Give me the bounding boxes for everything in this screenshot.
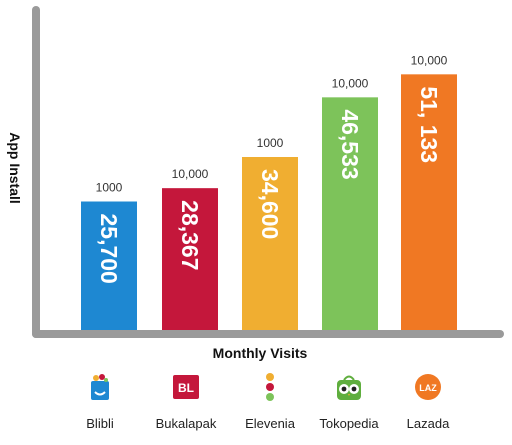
x-axis-title: Monthly Visits bbox=[212, 345, 308, 361]
logo-label-elevenia: Elevenia bbox=[245, 416, 295, 431]
bar-top-label: 10,000 bbox=[332, 76, 369, 90]
bar-top-label: 1000 bbox=[96, 181, 123, 195]
y-axis-title: App Install bbox=[7, 132, 23, 204]
bar-value-label: 51, 133 bbox=[416, 86, 442, 163]
bar-bukalapak bbox=[162, 188, 218, 330]
bar-top-label: 10,000 bbox=[172, 167, 209, 181]
logo-item-tokopedia: Tokopedia bbox=[301, 372, 397, 438]
logo-item-blibli: Blibli bbox=[52, 372, 148, 438]
bar-top-label: 10,000 bbox=[411, 53, 448, 67]
elevenia-dots-icon bbox=[266, 373, 274, 401]
bar-lazada bbox=[401, 74, 457, 331]
bar-tokopedia bbox=[322, 97, 378, 331]
lazada-logo-text: LAZ bbox=[419, 383, 437, 393]
logo-item-lazada: LAZ Lazada bbox=[380, 372, 476, 438]
lazada-laz-icon: LAZ bbox=[415, 374, 441, 400]
brand-logo-row: Blibli BL Bukalapak Elevenia bbox=[0, 372, 512, 440]
logo-item-bukalapak: BL Bukalapak bbox=[138, 372, 234, 438]
logo-label-tokopedia: Tokopedia bbox=[319, 416, 379, 431]
tokopedia-owl-icon bbox=[337, 375, 361, 400]
blibli-bag-icon bbox=[91, 374, 109, 400]
bar-elevenia bbox=[242, 157, 298, 330]
logo-item-elevenia: Elevenia bbox=[222, 372, 318, 438]
bar-value-label: 34,600 bbox=[257, 169, 283, 239]
logo-label-blibli: Blibli bbox=[86, 416, 114, 431]
bukalapak-logo-text: BL bbox=[178, 381, 194, 395]
bar-blibli bbox=[81, 201, 137, 330]
bar-value-label: 25,700 bbox=[96, 214, 122, 284]
logo-label-bukalapak: Bukalapak bbox=[155, 416, 217, 431]
bar-value-label: 46,533 bbox=[337, 109, 363, 179]
bukalapak-bl-icon: BL bbox=[173, 375, 199, 399]
logo-label-lazada: Lazada bbox=[406, 416, 450, 431]
bar-top-label: 1000 bbox=[257, 136, 284, 150]
bar-value-label: 28,367 bbox=[177, 200, 203, 270]
